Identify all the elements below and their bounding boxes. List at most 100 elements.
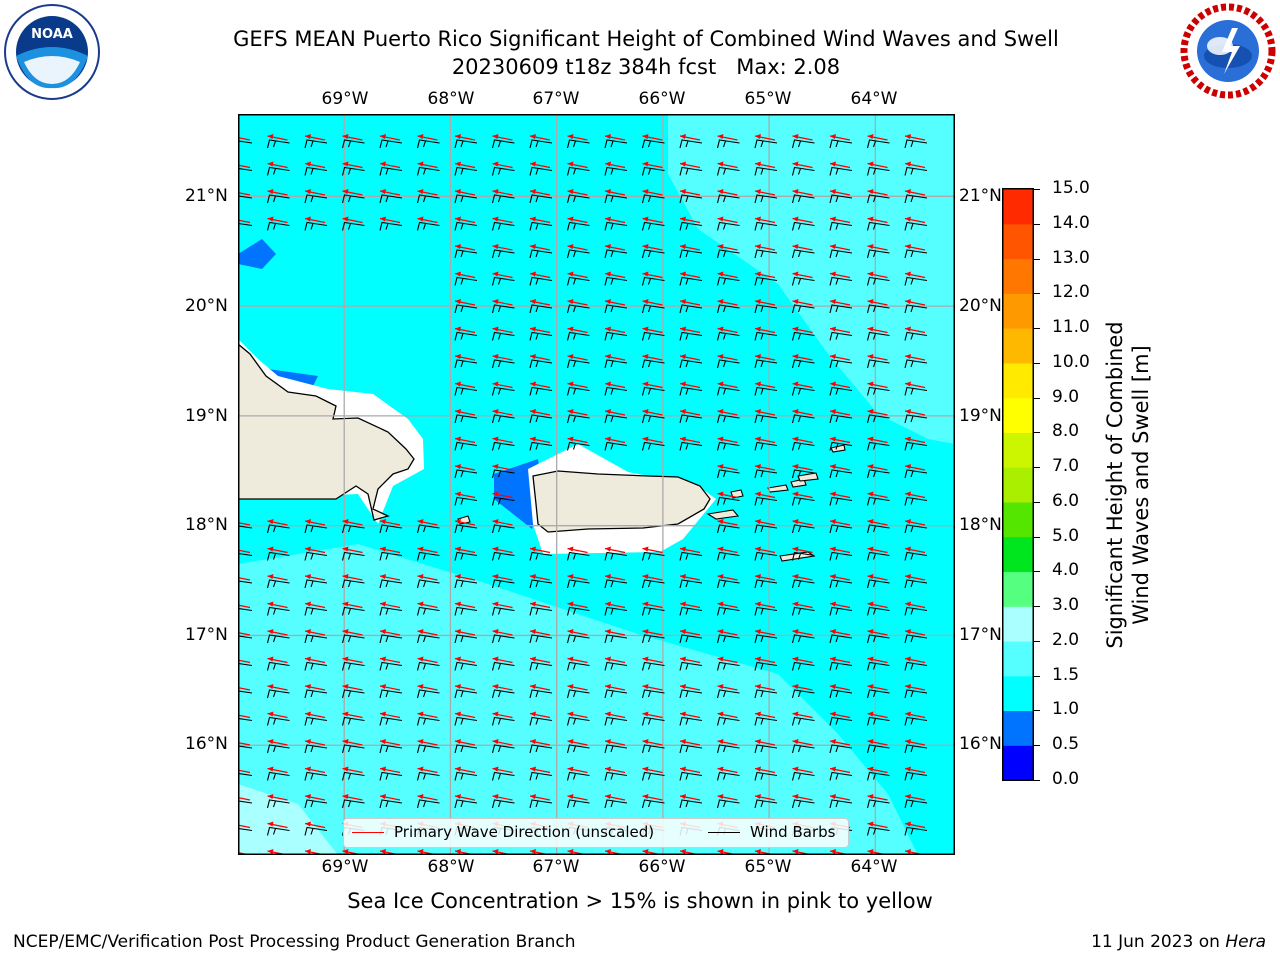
wind-barb	[791, 249, 815, 259]
wind-barb	[491, 359, 515, 369]
wave-arrow-head	[755, 299, 761, 304]
wind-barb	[491, 634, 515, 644]
wave-arrow-head	[830, 574, 836, 579]
wind-barb	[454, 579, 478, 589]
wave-arrow-head	[867, 546, 874, 552]
wave-arrow-head	[455, 216, 461, 222]
wave-arrow-head	[305, 574, 311, 579]
wave-arrow-head	[867, 491, 874, 497]
wave-arrow-head	[455, 161, 461, 167]
lon-label-bottom-69w: 69°W	[321, 857, 369, 877]
wave-arrow-head	[605, 161, 611, 167]
wind-barb	[341, 166, 365, 176]
wind-barb	[829, 166, 853, 176]
wind-barb	[529, 744, 553, 754]
wind-barb	[379, 524, 403, 534]
wind-barb	[866, 606, 890, 616]
wave-arrow-head	[305, 711, 311, 717]
wave-arrow-head	[717, 739, 724, 744]
wave-arrow-head	[717, 684, 724, 689]
legend-wave-label: Primary Wave Direction (unscaled)	[394, 823, 655, 841]
wind-barb	[604, 771, 628, 781]
wave-arrow-head	[680, 134, 686, 139]
wind-barb	[716, 166, 740, 176]
wind-barb	[641, 579, 665, 589]
wave-arrow-head	[867, 299, 874, 304]
wave-arrow-head	[530, 271, 536, 277]
wind-barb	[529, 386, 553, 396]
wind-barb	[829, 579, 853, 589]
wind-barb	[716, 771, 740, 781]
colorbar-tick-mark	[1034, 536, 1040, 538]
noaa-logo: NOAA	[4, 4, 100, 100]
wave-arrow-head	[905, 601, 911, 607]
wave-arrow-head	[492, 354, 499, 359]
wave-arrow-head	[792, 189, 799, 194]
wind-barb	[716, 386, 740, 396]
wind-barb	[866, 359, 890, 369]
wind-barb	[641, 249, 665, 259]
wave-arrow-head	[605, 739, 611, 744]
wave-arrow-head	[492, 574, 499, 579]
lat-label-left-18n: 18°N	[185, 515, 228, 535]
wave-arrow-head	[530, 409, 536, 414]
wave-arrow-head	[755, 491, 761, 497]
wind-barb	[679, 139, 703, 149]
wind-barb	[904, 771, 928, 781]
wave-arrow-head	[492, 409, 499, 414]
wave-arrow-head	[755, 271, 761, 277]
colorbar	[1002, 188, 1034, 781]
lat-label-right-16n: 16°N	[959, 734, 1002, 754]
lon-label-top-66w: 66°W	[638, 89, 686, 109]
wind-barb	[754, 221, 778, 231]
wave-arrow-head	[605, 546, 611, 552]
wave-arrow-head	[605, 244, 611, 249]
wind-barb	[491, 304, 515, 314]
wave-arrow-head	[267, 216, 274, 222]
wind-barb	[454, 386, 478, 396]
wave-arrow-head	[342, 684, 349, 689]
wave-arrow-head	[605, 381, 611, 387]
colorbar-bin	[1003, 501, 1033, 538]
colorbar-tick-label: 11.0	[1052, 317, 1090, 338]
wave-arrow-head	[380, 574, 386, 579]
wind-barb	[791, 661, 815, 671]
wave-arrow-head	[905, 381, 911, 387]
wind-barb	[416, 166, 440, 176]
wind-barb	[341, 221, 365, 231]
wind-barb	[604, 276, 628, 286]
wind-barb	[566, 166, 590, 176]
wave-arrow-head	[867, 574, 874, 579]
lon-label-bottom-67w: 67°W	[532, 857, 580, 877]
wave-arrow-head	[567, 436, 574, 442]
wave-arrow-head	[455, 546, 461, 552]
wind-barb	[754, 441, 778, 451]
wind-barb	[341, 524, 365, 534]
wave-arrow-head	[380, 711, 386, 717]
sea-ice-note: Sea Ice Concentration > 15% is shown in …	[347, 889, 933, 913]
wave-arrow-head	[305, 189, 311, 194]
wave-arrow-head	[830, 766, 836, 772]
wave-arrow-head	[567, 326, 574, 332]
wind-barb	[904, 799, 928, 809]
wave-arrow-head	[792, 711, 799, 717]
wind-barb	[491, 524, 515, 534]
wind-barb	[604, 689, 628, 699]
wind-barb	[416, 799, 440, 809]
wave-arrow-head	[717, 189, 724, 194]
wave-arrow-head	[417, 134, 424, 139]
wind-barb	[454, 606, 478, 616]
wave-arrow-head	[605, 326, 611, 332]
lon-label-bottom-68w: 68°W	[427, 857, 475, 877]
wind-barb	[341, 771, 365, 781]
wind-barb	[604, 249, 628, 259]
wave-arrow-head	[455, 381, 461, 387]
wave-arrow-head	[792, 409, 799, 414]
wave-arrow-head	[717, 244, 724, 249]
wave-arrow-head	[867, 409, 874, 414]
wind-barb	[791, 221, 815, 231]
wave-arrow-head	[642, 216, 649, 222]
wave-arrow-head	[417, 739, 424, 744]
wind-barb	[866, 304, 890, 314]
wind-barb	[641, 359, 665, 369]
